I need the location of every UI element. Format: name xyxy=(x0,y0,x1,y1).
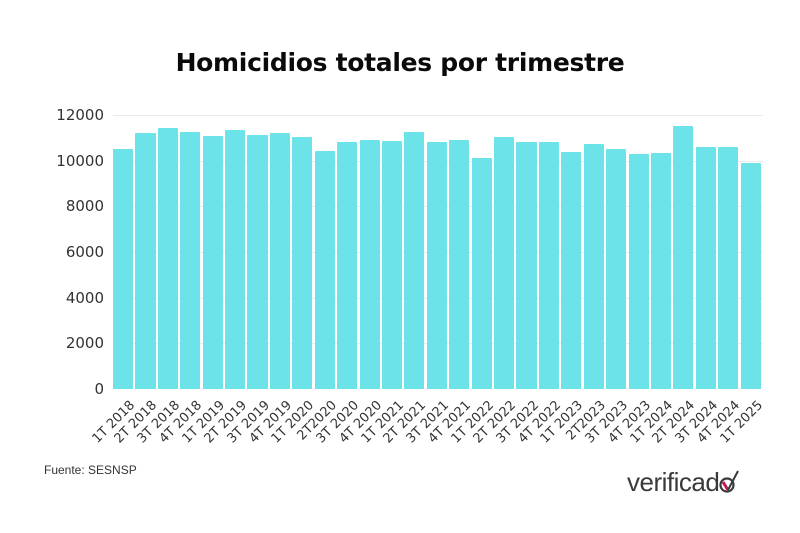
y-tick-label: 8000 xyxy=(65,197,104,215)
bar xyxy=(135,133,156,389)
bar xyxy=(695,147,716,389)
y-tick-label: 6000 xyxy=(65,243,104,261)
bar xyxy=(516,142,537,389)
y-tick-label: 0 xyxy=(94,380,104,398)
bar xyxy=(494,137,515,389)
bar xyxy=(740,162,761,389)
y-tick-label: 12000 xyxy=(56,106,104,124)
bar xyxy=(314,150,335,389)
bar xyxy=(718,147,739,389)
source-note: Fuente: SESNSP xyxy=(44,463,137,477)
bar xyxy=(157,128,178,389)
bar xyxy=(225,130,246,389)
y-tick-label: 10000 xyxy=(56,152,104,170)
bar xyxy=(269,133,290,389)
bar xyxy=(247,134,268,389)
verificado-logo: verificad xyxy=(627,467,740,498)
bar xyxy=(628,154,649,389)
chart-title: Homicidios totales por trimestre xyxy=(175,48,625,77)
y-tick-label: 2000 xyxy=(65,334,104,352)
bar xyxy=(359,140,380,389)
bar xyxy=(449,139,470,389)
logo-text: verificad xyxy=(627,467,720,497)
bar xyxy=(292,137,313,389)
bar xyxy=(426,141,447,389)
bar xyxy=(404,131,425,389)
bar xyxy=(202,135,223,389)
bar xyxy=(113,148,134,389)
bar xyxy=(561,152,582,389)
bar xyxy=(180,132,201,389)
y-tick-label: 4000 xyxy=(65,289,104,307)
bar xyxy=(538,142,559,389)
bar xyxy=(337,142,358,389)
bar xyxy=(673,126,694,389)
bar xyxy=(381,141,403,389)
bar xyxy=(583,143,604,389)
gridline xyxy=(113,115,763,116)
bar xyxy=(606,149,627,389)
bar xyxy=(471,157,492,389)
bar xyxy=(650,152,672,389)
